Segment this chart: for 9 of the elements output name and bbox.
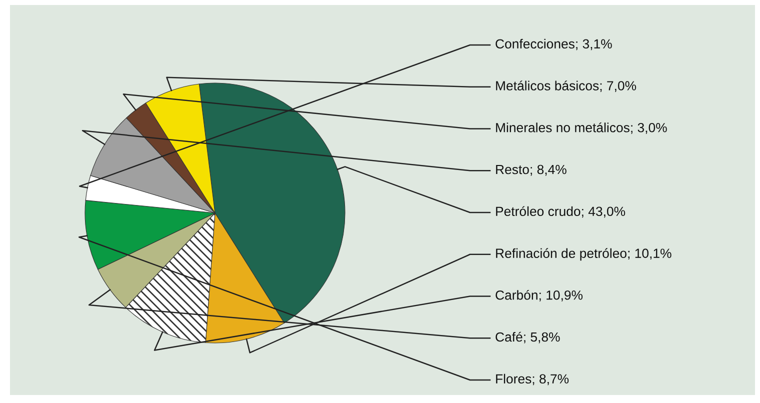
slice-label: Confecciones; 3,1% (496, 38, 612, 50)
slice-label: Petróleo crudo; 43,0% (496, 206, 626, 218)
slice-label: Minerales no metálicos; 3,0% (496, 122, 667, 134)
slice-label: Metálicos básicos; 7,0% (496, 80, 636, 92)
slice-label: Resto; 8,4% (496, 164, 566, 176)
slice-label: Refinación de petróleo; 10,1% (496, 248, 672, 261)
slice-label: Café; 5,8% (496, 332, 560, 344)
slice-label: Carbón; 10,9% (496, 290, 583, 302)
slice-label: Flores; 8,7% (496, 374, 569, 386)
